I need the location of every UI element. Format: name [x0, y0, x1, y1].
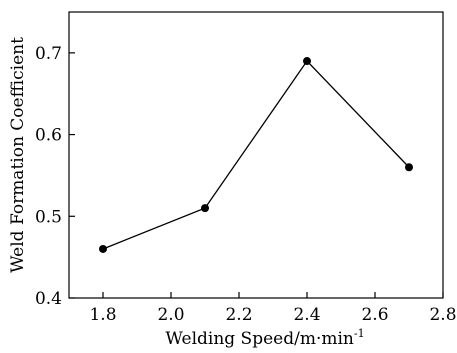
data-point	[303, 57, 311, 66]
x-tick-label: 2.6	[361, 305, 388, 325]
x-axis-title-main: Welding Speed/m·min	[165, 329, 353, 349]
data-point	[405, 163, 413, 172]
plot-frame	[68, 11, 444, 299]
x-axis-title-superscript: -1	[354, 327, 365, 340]
x-tick-label: 2.0	[157, 305, 184, 325]
x-tick-label: 2.2	[225, 305, 252, 325]
x-tick-label: 2.4	[293, 305, 320, 325]
x-tick-label: 1.8	[89, 305, 116, 325]
y-tick-label: 0.4	[35, 289, 62, 309]
x-axis-ticks: 1.8 2.0 2.2 2.4 2.6 2.8	[89, 292, 457, 325]
x-axis-title: Welding Speed/m·min-1	[165, 327, 364, 349]
plot-border	[68, 11, 444, 299]
y-tick-label: 0.7	[35, 44, 62, 64]
series-layer	[99, 57, 413, 253]
y-axis-title: Weld Formation Coefficient	[8, 37, 28, 273]
series-line	[102, 60, 410, 250]
y-tick-label: 0.6	[35, 126, 62, 146]
x-tick-label: 2.8	[429, 305, 456, 325]
data-point	[201, 204, 209, 213]
data-point	[99, 244, 107, 253]
y-axis-ticks: 0.4 0.5 0.6 0.7	[35, 44, 75, 309]
y-tick-label: 0.5	[35, 207, 62, 227]
